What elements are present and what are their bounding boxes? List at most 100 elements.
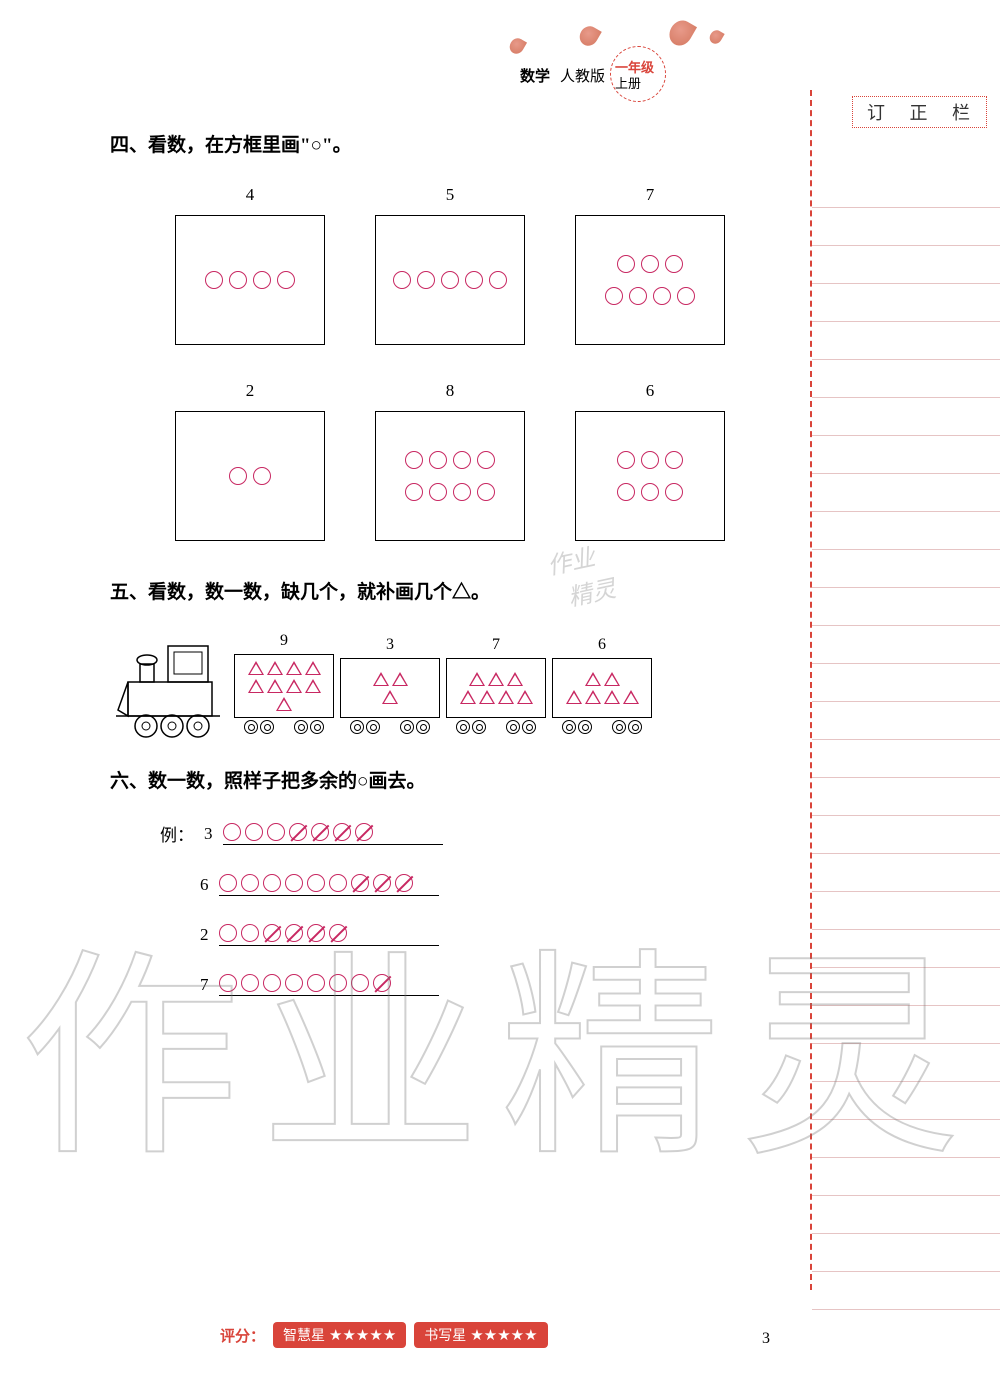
- circle-shape: [641, 483, 659, 501]
- wheel-icon: [472, 720, 486, 734]
- q5-title: 五、看数，数一数，缺几个，就补画几个△。: [110, 577, 790, 604]
- circle-box: [575, 411, 725, 541]
- answer-circle: [263, 874, 281, 892]
- q6-example: 例： 3: [160, 821, 790, 846]
- circle-shape: [477, 483, 495, 501]
- circle-shape: [277, 271, 295, 289]
- wheel-icon: [310, 720, 324, 734]
- circle-shape: [205, 271, 223, 289]
- answer-circle: [223, 823, 241, 841]
- row-number: 6: [200, 875, 209, 895]
- example-num: 3: [204, 824, 213, 844]
- answer-circle: [333, 823, 351, 841]
- triangle-shape: [286, 661, 302, 675]
- wheel-icon: [628, 720, 642, 734]
- circle-shape: [653, 287, 671, 305]
- car-body: [340, 658, 440, 718]
- triangle-shape: [373, 672, 389, 686]
- ruled-lines: [812, 170, 1000, 1290]
- circle-shape: [453, 483, 471, 501]
- circle-shape: [629, 287, 647, 305]
- badge1-label: 智慧星: [283, 1325, 325, 1345]
- box-label: 4: [175, 185, 325, 205]
- page-number: 3: [762, 1330, 770, 1348]
- triangle-shape: [305, 679, 321, 693]
- circle-shape: [617, 451, 635, 469]
- circle-shape: [405, 451, 423, 469]
- circle-line: [219, 974, 439, 996]
- circle-shape: [253, 271, 271, 289]
- wheel-icon: [366, 720, 380, 734]
- triangle-shape: [585, 690, 601, 704]
- answer-circle: [307, 974, 325, 992]
- score-label: 评分：: [220, 1325, 265, 1346]
- main-content: 四、看数，在方框里画"○"。 457 286 五、看数，数一数，缺几个，就补画几…: [110, 130, 790, 1024]
- row-number: 2: [200, 925, 209, 945]
- circle-box: [175, 411, 325, 541]
- circle-line: [219, 874, 439, 896]
- badge-wisdom: 智慧星 ★★★★★: [273, 1322, 406, 1348]
- wheel-icon: [562, 720, 576, 734]
- triangle-shape: [382, 690, 398, 704]
- circle-shape: [617, 483, 635, 501]
- answer-circle: [219, 974, 237, 992]
- answer-circle: [219, 874, 237, 892]
- answer-circle: [355, 823, 373, 841]
- wheel-icon: [350, 720, 364, 734]
- grade-badge: 一年级 上册: [615, 60, 654, 91]
- triangle-shape: [248, 679, 264, 693]
- circle-box: [175, 215, 325, 345]
- answer-circle: [267, 823, 285, 841]
- circle-shape: [605, 287, 623, 305]
- star-icon: ★: [342, 1328, 355, 1344]
- answer-circle: [351, 874, 369, 892]
- circle-shape: [253, 467, 271, 485]
- triangle-shape: [479, 690, 495, 704]
- answer-circle: [329, 924, 347, 942]
- answer-circle: [241, 874, 259, 892]
- wheel-icon: [416, 720, 430, 734]
- answer-circle: [285, 874, 303, 892]
- star-icon: ★: [383, 1328, 396, 1344]
- circle-shape: [453, 451, 471, 469]
- badge2-label: 书写星: [424, 1325, 466, 1345]
- triangle-shape: [488, 672, 504, 686]
- circle-box: [375, 411, 525, 541]
- answer-circle: [307, 924, 325, 942]
- circle-box: [375, 215, 525, 345]
- car-body: [552, 658, 652, 718]
- wheel-icon: [260, 720, 274, 734]
- answer-circle: [263, 924, 281, 942]
- box-unit: 5: [375, 185, 525, 345]
- circle-shape: [405, 483, 423, 501]
- triangle-shape: [623, 690, 639, 704]
- circle-shape: [641, 255, 659, 273]
- answer-circle: [351, 974, 369, 992]
- star-icon: ★: [329, 1328, 342, 1344]
- answer-circle: [329, 874, 347, 892]
- q4-row1: 457: [110, 185, 790, 345]
- example-circles: [223, 823, 443, 845]
- triangle-shape: [267, 661, 283, 675]
- star-icon: ★: [497, 1328, 510, 1344]
- box-label: 6: [575, 381, 725, 401]
- box-unit: 2: [175, 381, 325, 541]
- triangle-shape: [305, 661, 321, 675]
- circle-shape: [617, 255, 635, 273]
- train-car: 7: [446, 636, 546, 734]
- circle-shape: [429, 451, 447, 469]
- circle-box: [575, 215, 725, 345]
- triangle-shape: [498, 690, 514, 704]
- wheel-icon: [244, 720, 258, 734]
- triangle-shape: [517, 690, 533, 704]
- triangle-shape: [276, 697, 292, 711]
- correction-column: 订 正 栏: [810, 90, 1000, 1290]
- wheel-icon: [522, 720, 536, 734]
- car-body: [446, 658, 546, 718]
- star-icon: ★: [369, 1328, 382, 1344]
- circle-shape: [477, 451, 495, 469]
- box-label: 5: [375, 185, 525, 205]
- answer-circle: [329, 974, 347, 992]
- q6-title: 六、数一数，照样子把多余的○画去。: [110, 766, 790, 793]
- triangle-shape: [604, 672, 620, 686]
